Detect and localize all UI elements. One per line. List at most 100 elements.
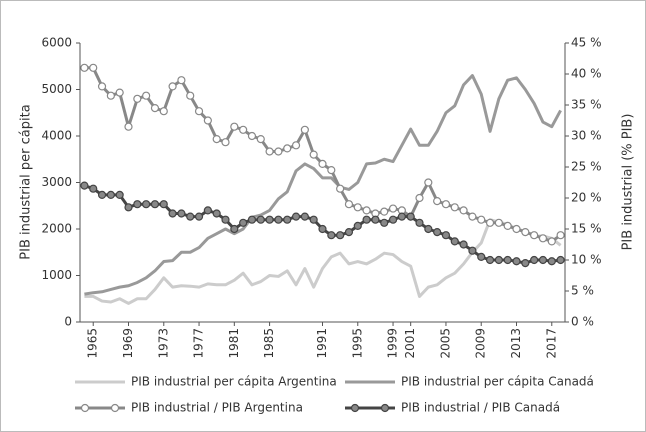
series-marker [159, 107, 168, 116]
series-marker [388, 215, 398, 224]
series-marker [318, 224, 327, 234]
series-marker [150, 103, 160, 113]
x-tick-label: 2001 [403, 328, 417, 359]
series-marker [503, 255, 512, 265]
y-tick-label: 4000 [41, 129, 72, 143]
series-marker [530, 255, 539, 265]
x-tick-label: 1965 [86, 328, 100, 359]
series-marker [150, 200, 160, 209]
legend-marker [110, 403, 120, 413]
series-marker [177, 76, 186, 85]
series-marker [336, 231, 345, 240]
y2-tick-label: 25 % [571, 160, 602, 174]
y-tick-label: 6000 [41, 36, 72, 50]
legend-label: PIB industrial per cápita Argentina [131, 375, 337, 389]
x-tick-label: 1985 [262, 328, 276, 359]
series-marker [344, 200, 354, 209]
series-marker [512, 224, 521, 234]
series-marker [521, 228, 530, 237]
series-marker [194, 212, 204, 221]
series-marker [274, 147, 283, 156]
y-tick-label: 0 [64, 315, 72, 329]
x-tick-label: 1991 [315, 328, 329, 359]
series-marker [309, 215, 318, 224]
legend-marker [350, 403, 360, 413]
series-marker [256, 135, 265, 144]
y2-tick-label: 5 % [571, 284, 594, 298]
series-marker [230, 122, 239, 131]
series-marker [283, 144, 292, 153]
series-marker [265, 147, 274, 156]
series-marker [353, 221, 362, 230]
y-tick-label: 1000 [41, 268, 72, 282]
series-marker [186, 91, 195, 100]
series-line [84, 218, 562, 305]
series-marker [371, 215, 380, 224]
series-marker [459, 206, 468, 215]
y-tick-label: 5000 [41, 82, 72, 96]
series-marker [441, 231, 451, 240]
y2-axis-label: PIB industrial (% PIB) [621, 114, 636, 251]
legend-marker [80, 403, 90, 413]
series-marker [89, 184, 98, 193]
series-marker [168, 82, 177, 91]
series-marker [203, 206, 212, 215]
series-marker [327, 231, 336, 240]
series-marker [265, 215, 274, 224]
series-marker [212, 135, 221, 144]
series-marker [80, 181, 89, 190]
series-marker [300, 125, 309, 134]
series-marker [459, 240, 468, 249]
series-marker [485, 218, 495, 227]
series-marker [388, 204, 398, 213]
x-tick-label: 1999 [386, 328, 400, 359]
series-marker [203, 116, 212, 125]
series-marker [468, 246, 477, 255]
series-marker [494, 255, 503, 265]
legend-label: PIB industrial per cápita Canadá [401, 375, 594, 389]
series-marker [221, 138, 230, 147]
series-line [84, 74, 562, 296]
y2-tick-label: 35 % [571, 98, 602, 112]
series-marker [344, 228, 354, 237]
series-marker [538, 234, 548, 243]
y-axis-label: PIB industrial per cápita [19, 104, 34, 259]
series-marker [353, 203, 362, 212]
series-marker [239, 218, 248, 227]
series-marker [318, 159, 327, 168]
series-marker [239, 125, 248, 134]
series-marker [530, 231, 539, 240]
series-marker [433, 228, 442, 237]
series-marker [142, 91, 151, 100]
x-tick-label: 1977 [192, 328, 206, 359]
legend-label: PIB industrial / PIB Argentina [131, 401, 303, 415]
series-marker [291, 141, 301, 150]
series-marker [309, 150, 318, 159]
x-tick-label: 1995 [350, 328, 364, 359]
series-marker [556, 231, 565, 240]
series-marker [97, 82, 107, 91]
series-marker [336, 184, 345, 193]
series-marker [547, 257, 556, 266]
series-marker [538, 255, 548, 265]
x-tick-label: 2005 [438, 328, 452, 359]
y2-tick-label: 20 % [571, 191, 602, 205]
series-marker [362, 215, 371, 224]
series-marker [247, 131, 257, 141]
series-marker [424, 178, 433, 187]
series-marker [186, 212, 195, 221]
series-marker [124, 122, 133, 131]
series-marker [512, 257, 521, 266]
y2-tick-label: 40 % [571, 67, 602, 81]
series-marker [274, 215, 283, 224]
series-marker [115, 190, 124, 199]
x-tick-label: 2009 [474, 328, 488, 359]
x-tick-label: 1973 [156, 328, 170, 359]
series-marker [89, 63, 98, 72]
x-tick-label: 1981 [227, 328, 241, 359]
series-marker [494, 218, 503, 227]
series-marker [362, 206, 371, 215]
series-marker [477, 215, 486, 224]
series-line [84, 66, 562, 243]
